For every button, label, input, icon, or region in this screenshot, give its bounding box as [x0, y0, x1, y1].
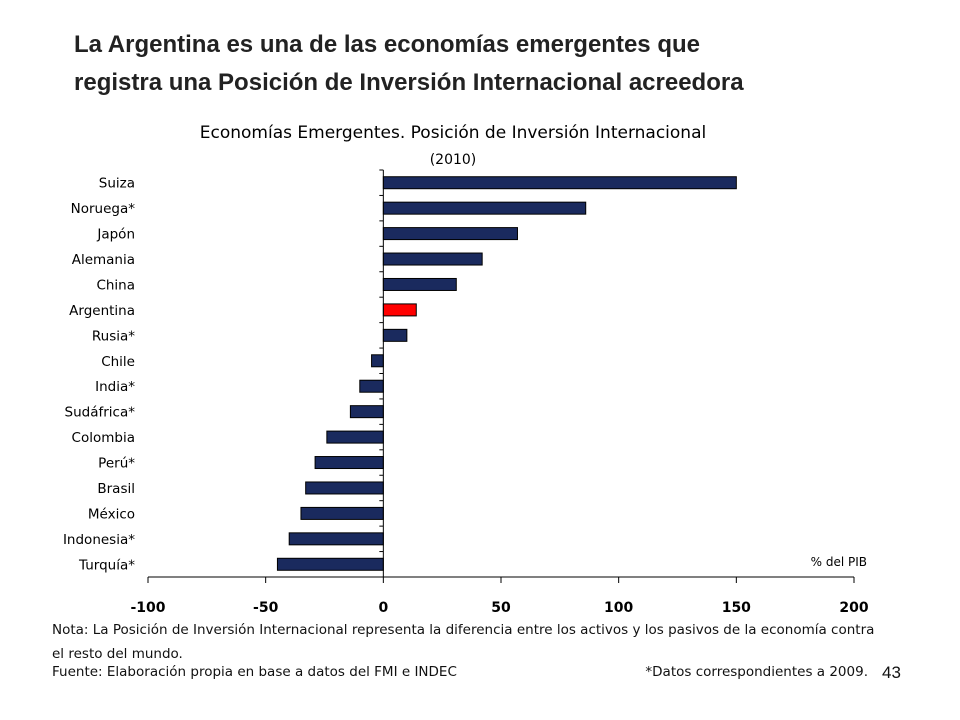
- category-label-alemania: Alemania: [72, 252, 135, 268]
- category-label-sudafrica: Sudáfrica*: [65, 405, 136, 421]
- category-label-indonesia: Indonesia*: [63, 532, 135, 548]
- bar-china: [382, 277, 457, 291]
- bar-japon: [382, 227, 518, 241]
- category-label-china: China: [96, 277, 135, 293]
- category-label-japon: Japón: [96, 227, 135, 243]
- bars-group: Suiza Noruega* Japón Alemania China Argentina…: [63, 176, 737, 573]
- x-tick-label: 50: [491, 600, 511, 616]
- bar-argentina: [382, 303, 417, 317]
- slide-title: La Argentina es una de las economías eme…: [74, 26, 934, 102]
- category-label-suiza: Suiza: [99, 176, 135, 192]
- bar-colombia: [326, 430, 384, 444]
- footnote-text: *Datos correspondientes a 2009.: [645, 664, 868, 680]
- x-tick-label: 0: [378, 600, 388, 616]
- category-label-india: India*: [95, 379, 135, 395]
- x-tick-label: 200: [839, 600, 868, 616]
- x-tick-label: 100: [604, 600, 633, 616]
- x-tick-label: -50: [253, 600, 279, 616]
- category-label-rusia: Rusia*: [92, 328, 135, 344]
- note-line-1: Nota: La Posición de Inversión Internaci…: [52, 622, 875, 638]
- chart-subtitle: (2010): [430, 152, 477, 168]
- page-number: 43: [882, 663, 901, 682]
- bar-mexico: [300, 506, 384, 520]
- category-label-colombia: Colombia: [72, 430, 135, 446]
- category-label-argentina: Argentina: [69, 303, 135, 319]
- bar-noruega: [382, 201, 587, 215]
- slide-title-line-1: La Argentina es una de las economías eme…: [74, 31, 700, 58]
- category-label-noruega: Noruega*: [71, 201, 136, 217]
- category-label-brasil: Brasil: [97, 481, 135, 497]
- note-line-2: el resto del mundo.: [52, 646, 183, 662]
- axes-group: -100 -50 0 50 100 150 200: [130, 169, 869, 616]
- slide-title-line-2: registra una Posición de Inversión Inter…: [74, 69, 744, 96]
- bar-suiza: [382, 176, 737, 190]
- bar-rusia: [382, 328, 408, 342]
- source-text: Fuente: Elaboración propia en base a dat…: [52, 664, 457, 680]
- bar-turquia: [276, 557, 384, 571]
- x-tick-label: 150: [722, 600, 751, 616]
- bar-indonesia: [288, 532, 384, 546]
- category-label-chile: Chile: [101, 354, 135, 370]
- category-label-mexico: México: [88, 506, 135, 522]
- chart-title: Economías Emergentes. Posición de Invers…: [200, 123, 706, 143]
- bar-chile: [371, 354, 384, 368]
- category-label-peru: Perú*: [98, 456, 135, 472]
- unit-label: % del PIB: [811, 555, 867, 569]
- bar-alemania: [382, 252, 483, 266]
- category-label-turquia: Turquía*: [78, 557, 135, 573]
- bar-sudafrica: [349, 405, 384, 419]
- bar-brasil: [305, 481, 384, 495]
- x-tick-label: -100: [130, 600, 165, 616]
- bar-peru: [314, 456, 384, 470]
- bar-india: [359, 379, 384, 393]
- chart-note: Nota: La Posición de Inversión Internaci…: [52, 618, 874, 666]
